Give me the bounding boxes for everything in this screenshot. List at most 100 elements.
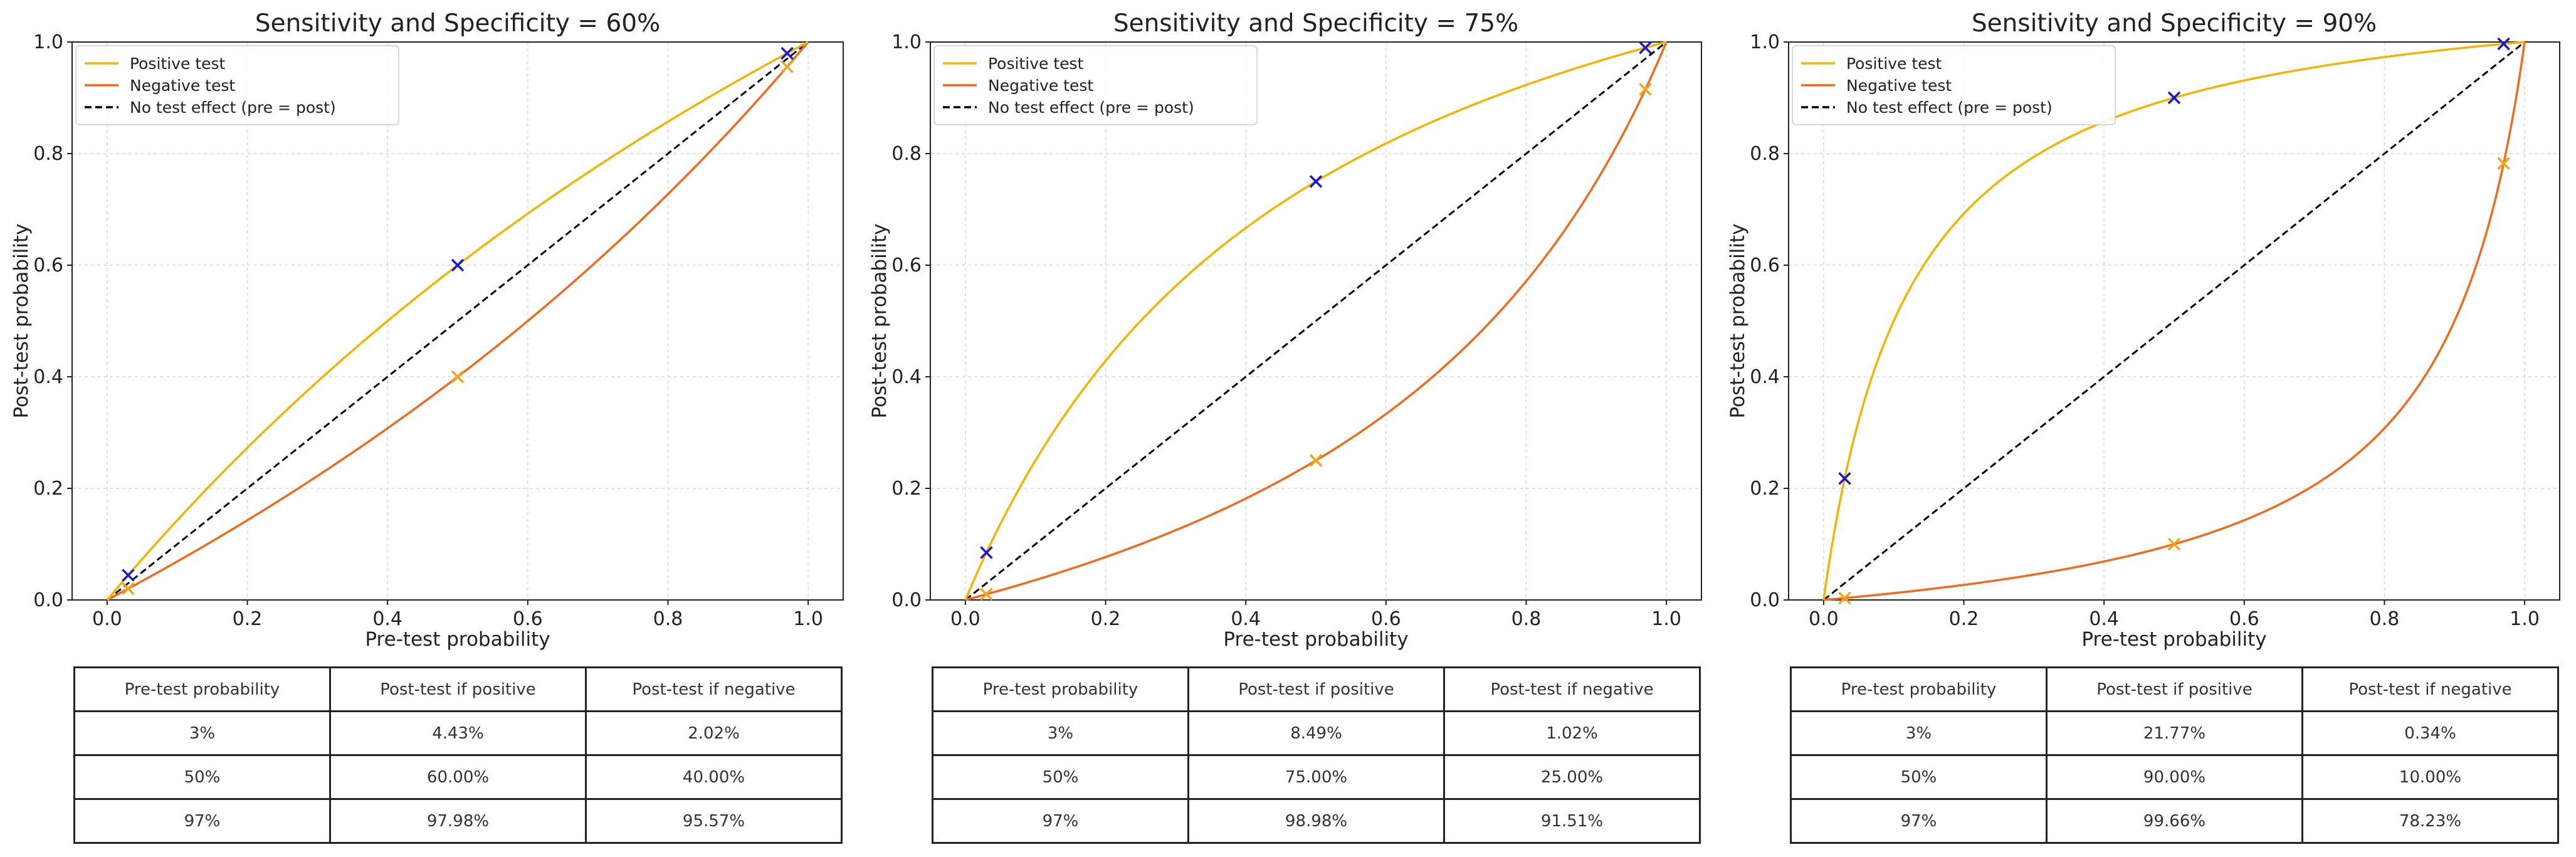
legend-label: Negative test (988, 76, 1093, 95)
positive-marker (1309, 175, 1323, 188)
table-cell: 3% (932, 710, 1189, 756)
y-tick-label: 0.0 (33, 589, 63, 611)
table-cell: 97% (932, 798, 1189, 844)
negative-marker (2167, 537, 2181, 551)
chart-title: Sensitivity and Specificity = 60% (255, 9, 660, 38)
table-cell: 99.66% (2046, 798, 2303, 844)
table-header-cell: Post-test if positive (329, 666, 587, 712)
legend-label: Negative test (130, 76, 235, 95)
legend-box (75, 45, 399, 125)
y-tick-label: 0.0 (1750, 589, 1780, 611)
x-tick-label: 1.0 (793, 608, 823, 630)
negative-marker (781, 60, 794, 73)
marker-stroke (122, 582, 135, 596)
table-row: 3% 21.77% 0.34% (1790, 710, 2559, 756)
y-axis-label: Post-test probability (868, 224, 891, 419)
marker-stroke (1639, 41, 1652, 55)
table-cell: 2.02% (585, 710, 843, 756)
table-header-cell: Post-test if negative (585, 666, 843, 712)
chart-panel-3: 0.0 0.0 0.2 0.2 0.4 0.4 0.6 0.6 0.8 0.8 1.0 1.0 Sens… (1716, 0, 2575, 857)
x-tick-label: 1.0 (1651, 608, 1681, 630)
marker-stroke (451, 258, 465, 272)
y-tick-label: 1.0 (33, 31, 63, 53)
positive-marker (2497, 37, 2510, 51)
x-tick-label: 0.0 (92, 608, 122, 630)
table-cell: 75.00% (1187, 754, 1445, 800)
x-tick-label: 0.2 (1091, 608, 1121, 630)
chart-title: Sensitivity and Specificity = 75% (1113, 9, 1518, 38)
y-tick-label: 0.8 (33, 143, 63, 165)
legend-label: Positive test (988, 55, 1084, 73)
chart-svg: 0.0 0.0 0.2 0.2 0.4 0.4 0.6 0.6 0.8 0.8 1.0 1.0 Sens… (10, 9, 844, 651)
x-tick-label: 0.6 (1371, 608, 1401, 630)
results-table: Pre-test probability Post-test if positiv… (932, 666, 1701, 844)
table-cell: 60.00% (329, 754, 587, 800)
table-header-row: Pre-test probability Post-test if positiv… (932, 666, 1701, 712)
table-cell: 90.00% (2046, 754, 2303, 800)
table-cell: 95.57% (585, 798, 843, 844)
marker-stroke (781, 60, 794, 73)
chart-panel-1: 0.0 0.0 0.2 0.2 0.4 0.4 0.6 0.6 0.8 0.8 1.0 1.0 Sens… (0, 0, 859, 857)
x-tick-label: 0.0 (1809, 608, 1839, 630)
table-header-cell: Post-test if negative (1443, 666, 1701, 712)
x-tick-label: 0.8 (653, 608, 683, 630)
no-effect-line (106, 41, 809, 601)
y-axis-label: Post-test probability (10, 224, 33, 419)
legend-box (1792, 45, 2116, 125)
y-tick-label: 0.6 (33, 255, 63, 276)
table-cell: 0.34% (2301, 710, 2559, 756)
y-tick-label: 0.2 (33, 478, 63, 500)
x-tick-label: 0.4 (1231, 608, 1261, 630)
table-header-cell: Pre-test probability (73, 666, 331, 712)
positive-marker (451, 258, 465, 272)
table-header-cell: Post-test if negative (2301, 666, 2559, 712)
table-cell: 97.98% (329, 798, 587, 844)
table-row: 97% 98.98% 91.51% (932, 798, 1701, 844)
legend-label: Positive test (130, 55, 226, 73)
y-tick-label: 0.8 (891, 143, 922, 165)
positive-marker (122, 569, 135, 582)
legend-label: Negative test (1846, 76, 1952, 95)
table-header-cell: Pre-test probability (1790, 666, 2048, 712)
y-tick-label: 0.6 (891, 255, 922, 276)
x-tick-label: 0.0 (950, 608, 980, 630)
legend-label: Positive test (1846, 55, 1942, 73)
plot-frame (1788, 41, 2560, 601)
y-tick-label: 0.2 (1750, 478, 1780, 500)
marker-stroke (2497, 37, 2510, 51)
table-header-cell: Pre-test probability (932, 666, 1189, 712)
x-axis-label: Pre-test probability (365, 628, 550, 651)
x-tick-label: 0.6 (513, 608, 543, 630)
x-tick-label: 0.4 (372, 608, 402, 630)
table-header-row: Pre-test probability Post-test if positiv… (1790, 666, 2559, 712)
marker-stroke (2167, 91, 2181, 105)
legend: Positive test Negative test No test effect… (1792, 45, 2116, 125)
plot-frame (930, 41, 1702, 601)
table-row: 3% 4.43% 2.02% (73, 710, 843, 756)
table-cell: 25.00% (1443, 754, 1701, 800)
marker-stroke (2167, 537, 2181, 551)
positive-marker (980, 546, 993, 559)
marker-stroke (1309, 454, 1323, 467)
table-cell: 10.00% (2301, 754, 2559, 800)
x-axis-label: Pre-test probability (1223, 628, 1408, 651)
table-cell: 4.43% (329, 710, 587, 756)
legend-label: No test effect (pre = post) (130, 98, 336, 117)
results-table: Pre-test probability Post-test if positiv… (1790, 666, 2559, 844)
marker-stroke (1639, 83, 1652, 96)
results-table: Pre-test probability Post-test if positiv… (73, 666, 843, 844)
plot-frame (71, 41, 844, 601)
y-tick-label: 0.0 (891, 589, 922, 611)
table-header-cell: Post-test if positive (2046, 666, 2303, 712)
table-cell: 50% (1790, 754, 2048, 800)
negative-marker (122, 582, 135, 596)
marker-stroke (980, 587, 993, 601)
table-row: 3% 8.49% 1.02% (932, 710, 1701, 756)
negative-marker (980, 587, 993, 601)
table-cell: 8.49% (1187, 710, 1445, 756)
no-effect-line (1822, 41, 2526, 601)
table-cell: 40.00% (585, 754, 843, 800)
negative-marker (1309, 454, 1323, 467)
legend-box (933, 45, 1258, 125)
